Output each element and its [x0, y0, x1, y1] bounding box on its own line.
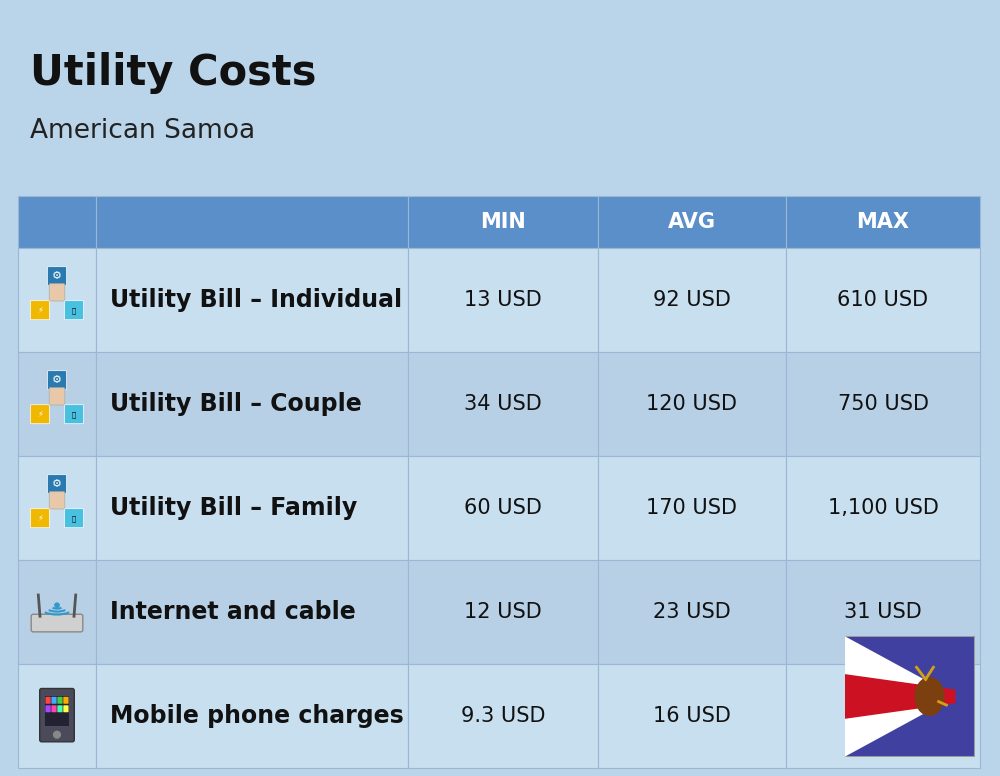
FancyBboxPatch shape [49, 492, 65, 509]
Text: 🚰: 🚰 [72, 307, 76, 314]
FancyBboxPatch shape [786, 248, 980, 352]
FancyBboxPatch shape [45, 695, 69, 726]
FancyBboxPatch shape [598, 248, 786, 352]
FancyBboxPatch shape [786, 352, 980, 456]
Text: 750 USD: 750 USD [838, 394, 928, 414]
Text: 🚰: 🚰 [72, 515, 76, 521]
FancyBboxPatch shape [51, 697, 57, 704]
FancyBboxPatch shape [18, 248, 96, 352]
FancyBboxPatch shape [40, 688, 74, 742]
FancyBboxPatch shape [48, 371, 66, 390]
FancyBboxPatch shape [96, 248, 408, 352]
FancyBboxPatch shape [845, 636, 975, 757]
Text: 1,100 USD: 1,100 USD [828, 498, 938, 518]
Text: 12 USD: 12 USD [464, 602, 542, 622]
FancyBboxPatch shape [18, 664, 96, 768]
FancyBboxPatch shape [598, 664, 786, 768]
FancyBboxPatch shape [30, 509, 50, 528]
Circle shape [55, 603, 59, 608]
FancyBboxPatch shape [64, 509, 84, 528]
FancyBboxPatch shape [31, 615, 83, 632]
Circle shape [54, 731, 60, 738]
FancyBboxPatch shape [63, 705, 69, 712]
Circle shape [915, 677, 944, 715]
FancyBboxPatch shape [786, 456, 980, 560]
Text: ⚡: ⚡ [37, 410, 43, 419]
FancyBboxPatch shape [57, 705, 63, 712]
Text: 🚰: 🚰 [72, 411, 76, 417]
FancyBboxPatch shape [18, 352, 96, 456]
Text: 47 USD: 47 USD [844, 706, 922, 726]
Text: AVG: AVG [668, 212, 716, 232]
FancyBboxPatch shape [408, 196, 598, 248]
FancyBboxPatch shape [96, 456, 408, 560]
Polygon shape [845, 636, 956, 757]
FancyBboxPatch shape [18, 196, 96, 248]
Polygon shape [845, 674, 956, 719]
FancyBboxPatch shape [49, 284, 65, 301]
FancyBboxPatch shape [30, 300, 50, 320]
FancyBboxPatch shape [30, 405, 50, 424]
FancyBboxPatch shape [63, 697, 69, 704]
Text: 60 USD: 60 USD [464, 498, 542, 518]
Text: Utility Bill – Family: Utility Bill – Family [110, 496, 357, 520]
Text: Utility Bill – Individual: Utility Bill – Individual [110, 288, 402, 312]
Text: Utility Costs: Utility Costs [30, 52, 316, 94]
FancyBboxPatch shape [45, 705, 51, 712]
FancyBboxPatch shape [51, 705, 57, 712]
Text: 13 USD: 13 USD [464, 290, 542, 310]
FancyBboxPatch shape [408, 664, 598, 768]
FancyBboxPatch shape [96, 560, 408, 664]
Text: 92 USD: 92 USD [653, 290, 731, 310]
FancyBboxPatch shape [18, 456, 96, 560]
FancyBboxPatch shape [48, 267, 66, 286]
Text: 9.3 USD: 9.3 USD [461, 706, 545, 726]
FancyBboxPatch shape [96, 352, 408, 456]
FancyBboxPatch shape [598, 456, 786, 560]
FancyBboxPatch shape [408, 456, 598, 560]
Text: Internet and cable: Internet and cable [110, 600, 356, 624]
FancyBboxPatch shape [64, 300, 84, 320]
Text: ⚙: ⚙ [52, 480, 62, 489]
Text: 170 USD: 170 USD [646, 498, 738, 518]
FancyBboxPatch shape [96, 196, 408, 248]
FancyBboxPatch shape [18, 560, 96, 664]
Text: 34 USD: 34 USD [464, 394, 542, 414]
Text: American Samoa: American Samoa [30, 118, 255, 144]
FancyBboxPatch shape [45, 697, 51, 704]
Text: ⚡: ⚡ [37, 306, 43, 315]
Text: 120 USD: 120 USD [646, 394, 738, 414]
FancyBboxPatch shape [598, 196, 786, 248]
FancyBboxPatch shape [786, 196, 980, 248]
FancyBboxPatch shape [598, 560, 786, 664]
Text: Mobile phone charges: Mobile phone charges [110, 704, 404, 728]
FancyBboxPatch shape [48, 475, 66, 494]
FancyBboxPatch shape [57, 697, 63, 704]
FancyBboxPatch shape [408, 560, 598, 664]
FancyBboxPatch shape [408, 248, 598, 352]
FancyBboxPatch shape [786, 560, 980, 664]
FancyBboxPatch shape [49, 388, 65, 405]
Text: MAX: MAX [856, 212, 910, 232]
FancyBboxPatch shape [786, 664, 980, 768]
Text: 16 USD: 16 USD [653, 706, 731, 726]
Text: ⚡: ⚡ [37, 514, 43, 523]
FancyBboxPatch shape [408, 352, 598, 456]
Text: 610 USD: 610 USD [837, 290, 929, 310]
FancyBboxPatch shape [64, 405, 84, 424]
Text: 23 USD: 23 USD [653, 602, 731, 622]
Text: Utility Bill – Couple: Utility Bill – Couple [110, 392, 362, 416]
Text: ⚙: ⚙ [52, 271, 62, 281]
Text: ⚙: ⚙ [52, 376, 62, 385]
Text: 31 USD: 31 USD [844, 602, 922, 622]
FancyBboxPatch shape [598, 352, 786, 456]
FancyBboxPatch shape [96, 664, 408, 768]
Text: MIN: MIN [480, 212, 526, 232]
